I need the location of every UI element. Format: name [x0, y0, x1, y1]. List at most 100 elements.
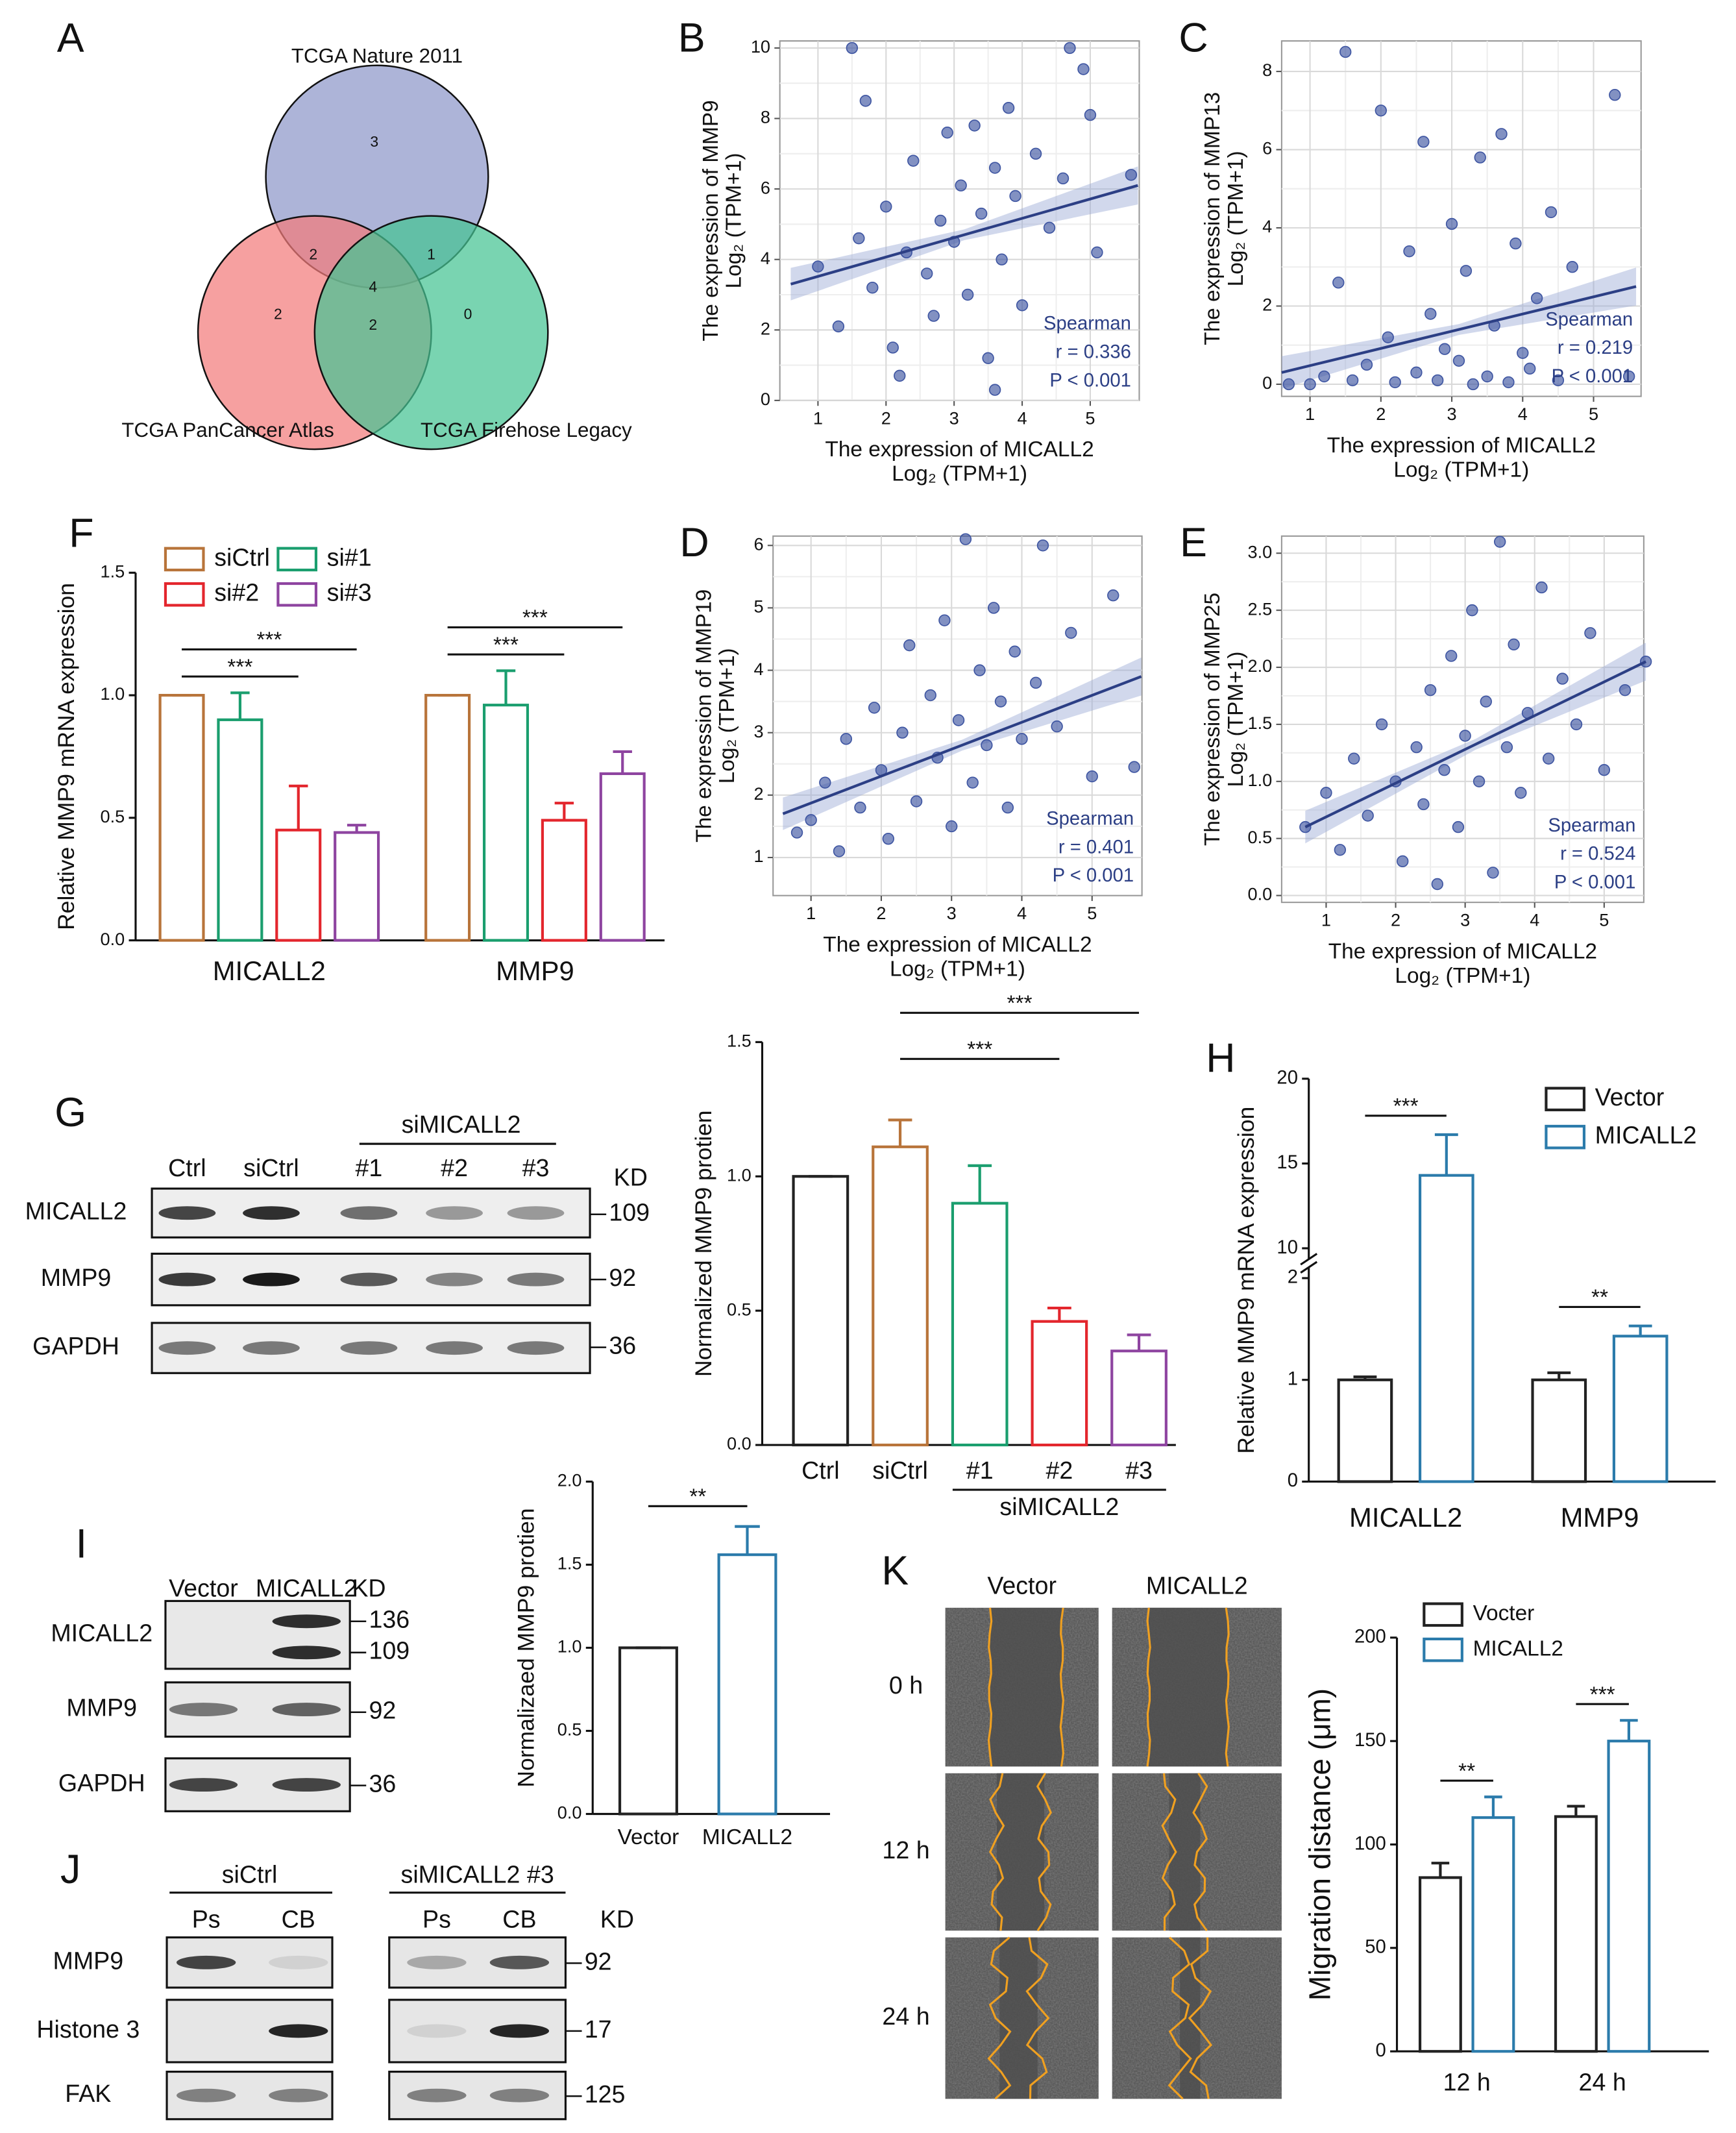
annotation: r = 0.401	[1058, 837, 1134, 857]
blot-band	[426, 1206, 483, 1220]
bar	[275, 828, 322, 942]
y-tick-label: 0.0	[727, 1433, 752, 1453]
column-label: Vector	[987, 1572, 1057, 1599]
y-tick-label: 2	[1288, 1267, 1298, 1288]
scatter-point	[1282, 378, 1295, 391]
scatter-point	[987, 602, 1000, 614]
scatter-point	[1334, 844, 1347, 856]
x-axis-label: The expression of MICALL2	[825, 438, 1094, 462]
y-tick-label: 20	[1277, 1068, 1298, 1089]
scatter-point	[1016, 733, 1028, 745]
scatter-point	[896, 726, 909, 739]
wound-edge	[1036, 1773, 1052, 1932]
y-axis-label: Log₂ (TPM+1)	[715, 648, 739, 783]
y-tick-label: 1	[1288, 1368, 1298, 1389]
region-count: 0	[464, 305, 472, 322]
panel-label: F	[69, 510, 93, 556]
error-bar	[230, 691, 250, 720]
bar	[717, 1553, 777, 1816]
bar	[951, 1202, 1009, 1447]
row-label: 24 h	[882, 2003, 929, 2030]
bar	[217, 718, 263, 942]
wound-edge	[1025, 1937, 1050, 2099]
error-bar	[1620, 1719, 1638, 1742]
y-tick-label: 2	[761, 318, 770, 338]
plot-area	[1280, 40, 1642, 397]
scatter-point	[1417, 798, 1430, 811]
x-axis-label: Log₂ (TPM+1)	[1395, 964, 1530, 988]
y-tick-label: 15	[1277, 1152, 1298, 1173]
scatter-point	[921, 267, 933, 280]
lane-label: Ps	[192, 1906, 221, 1933]
y-tick-label: 6	[753, 534, 763, 554]
annotation: r = 0.219	[1558, 338, 1633, 358]
scatter-point	[1545, 206, 1558, 219]
legend-label: MICALL2	[1595, 1122, 1697, 1149]
error-bar	[1127, 1333, 1151, 1351]
blot-band	[158, 1206, 216, 1220]
protein-label: GAPDH	[32, 1333, 119, 1360]
legend-label: si#1	[327, 543, 372, 571]
annotation: Spearman	[1548, 815, 1635, 836]
legend-label: Vocter	[1473, 1601, 1535, 1625]
blot-band	[489, 2024, 550, 2038]
y-tick-label: 1.0	[557, 1636, 582, 1657]
x-tick-label: 5	[1599, 910, 1609, 930]
y-tick-label: 50	[1365, 1937, 1386, 1958]
scatter-point	[988, 384, 1001, 396]
y-tick-label: 0.0	[101, 929, 125, 949]
x-tick-label: Ctrl	[801, 1457, 840, 1484]
scatter-point	[1487, 867, 1499, 879]
scatter-point	[1064, 42, 1076, 55]
y-tick-label: 0	[761, 389, 770, 409]
annotation: Spearman	[1046, 808, 1134, 829]
y-tick-label: 1.5	[727, 1031, 752, 1051]
scatter-point	[854, 801, 866, 814]
scatter-point	[1077, 63, 1090, 75]
annotation: P < 0.001	[1053, 865, 1134, 886]
scatter-point	[1524, 362, 1536, 375]
scatter-point	[1552, 374, 1565, 387]
scatter-point	[981, 739, 993, 752]
bar	[1612, 1335, 1669, 1483]
y-tick-label: 1.5	[557, 1553, 582, 1573]
x-tick-label: 1	[1305, 404, 1315, 424]
scatter-point	[1460, 265, 1473, 277]
scatter-point	[833, 845, 846, 857]
wound-gap	[997, 1773, 1045, 1931]
x-axis-label: The expression of MICALL2	[1327, 434, 1596, 458]
y-tick-label: 6	[761, 177, 770, 197]
scatter-point	[973, 664, 986, 676]
x-tick-label: siCtrl	[872, 1457, 928, 1484]
scatter-point	[1584, 627, 1596, 639]
blot-band	[489, 1955, 550, 1969]
scatter-point	[819, 776, 831, 789]
bar	[1337, 1378, 1393, 1483]
y-axis-label: Relative MMP9 mRNA expression	[1233, 1107, 1259, 1454]
panel-label: K	[881, 1548, 909, 1594]
y-axis-label: Normalizaed MMP9 protien	[513, 1508, 539, 1787]
panel-label: D	[679, 520, 709, 565]
blot-band	[507, 1206, 565, 1220]
legend-swatch	[1545, 1124, 1586, 1150]
scatter-point	[1432, 374, 1444, 387]
y-axis-label: The expression of MMP25	[1201, 593, 1225, 846]
lane-label: #3	[522, 1154, 550, 1181]
scatter-point	[882, 832, 894, 845]
trend-line	[1281, 285, 1637, 374]
scatter-point	[1502, 376, 1515, 389]
scatter-point	[1036, 539, 1049, 552]
scatter-point	[941, 127, 953, 139]
blot-band	[340, 1272, 398, 1287]
scatter-point	[1459, 730, 1471, 742]
protein-label: FAK	[65, 2080, 111, 2107]
y-tick-label: 2.5	[1248, 598, 1273, 619]
legend-label: siCtrl	[214, 543, 270, 571]
error-bar	[1547, 1371, 1571, 1380]
set-label: TCGA Nature 2011	[291, 44, 463, 67]
region-count: 1	[427, 245, 435, 262]
x-tick-label: 2	[876, 903, 886, 923]
error-bar	[613, 750, 632, 774]
set-label: TCGA PanCancer Atlas	[121, 419, 334, 441]
scatter-point	[1009, 190, 1021, 203]
